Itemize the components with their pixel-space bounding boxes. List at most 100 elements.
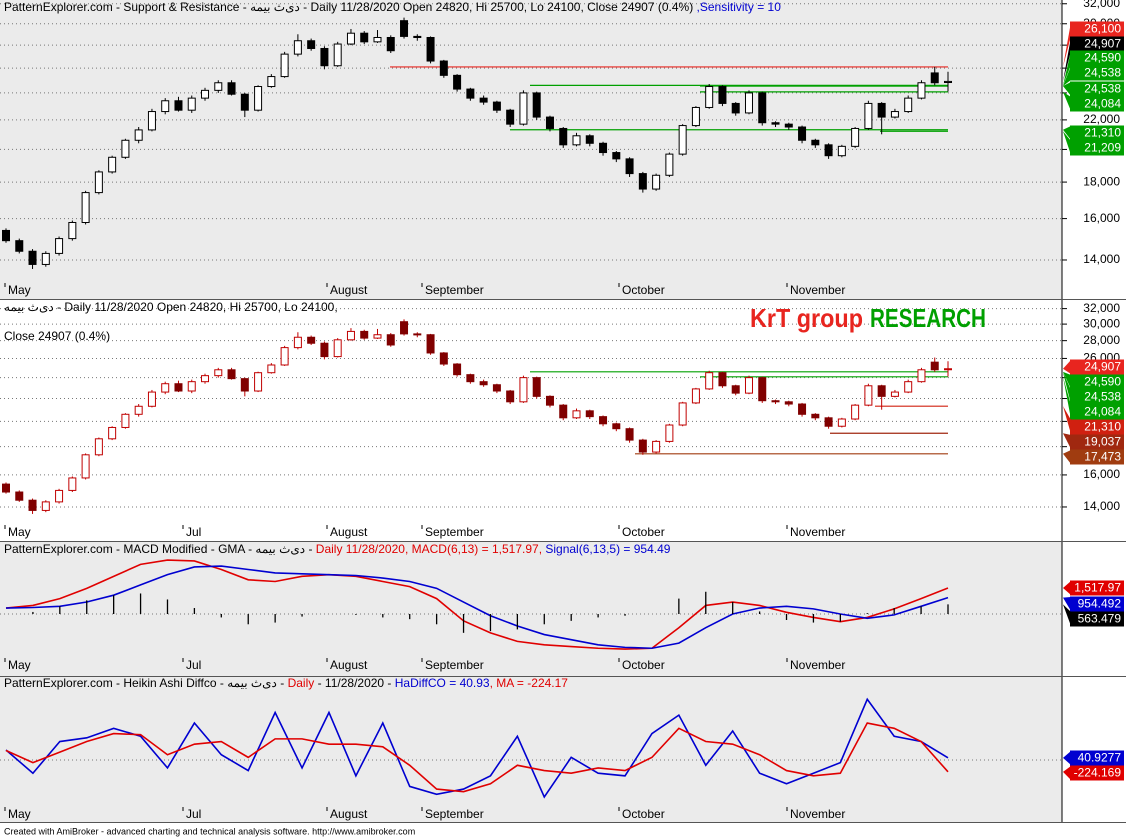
x-tick-label: May xyxy=(8,807,31,821)
value-tag-label: 563.479 xyxy=(1078,612,1122,626)
value-tag xyxy=(1070,140,1124,156)
value-pointer xyxy=(1063,360,1071,374)
value-tag-label: 21,310 xyxy=(1084,420,1121,434)
value-tag-label: 24,538 xyxy=(1084,82,1121,96)
candle-body xyxy=(625,158,634,175)
value-tag-label: 24,907 xyxy=(1084,360,1121,374)
candle-body xyxy=(705,86,714,108)
pane-title: PatternExplorer.com - Support & Resistan… xyxy=(4,0,781,14)
value-tag xyxy=(1070,21,1124,37)
candle-body xyxy=(68,221,77,240)
candle-body xyxy=(121,139,130,158)
value-pointer xyxy=(1063,82,1071,96)
pane-background xyxy=(0,677,1062,823)
value-pointer xyxy=(1063,371,1071,389)
value-pointer xyxy=(1063,766,1071,780)
value-pointer xyxy=(1063,131,1071,155)
candle-body xyxy=(386,334,395,346)
candle-body xyxy=(731,385,740,394)
title-part: HaDiffCO = 40.93 xyxy=(395,676,490,690)
candle-body xyxy=(307,336,316,344)
value-tag-label: 24,590 xyxy=(1084,51,1121,65)
candle-body xyxy=(121,413,130,428)
x-tick-label: Jul xyxy=(186,807,201,821)
candle-body xyxy=(585,135,594,144)
series-line xyxy=(5,697,949,799)
candle-body xyxy=(691,388,700,404)
candle-body xyxy=(930,361,939,371)
candle-body xyxy=(559,127,568,146)
value-tag xyxy=(1070,125,1124,141)
value-pointer xyxy=(1063,22,1071,67)
y-tick-label: 30,000 xyxy=(1083,316,1120,330)
value-pointer xyxy=(1063,91,1071,111)
value-tag-label: 19,037 xyxy=(1084,435,1121,449)
y-tick-label: 16,000 xyxy=(1083,467,1120,481)
candle-body xyxy=(373,36,382,43)
value-tag xyxy=(1070,434,1124,450)
pane-title: PatternExplorer.com - MACD Modified - GM… xyxy=(4,542,671,556)
value-tag xyxy=(1070,419,1124,435)
candle-body xyxy=(559,404,568,419)
candle-body xyxy=(904,97,913,113)
candle-body xyxy=(333,339,342,358)
value-pointer xyxy=(1063,406,1071,434)
candle-body xyxy=(426,36,435,62)
candle-body xyxy=(811,413,820,419)
candle-body xyxy=(479,97,488,103)
candle-body xyxy=(307,40,316,49)
candle-body xyxy=(214,82,223,91)
candle-body xyxy=(386,36,395,52)
x-tick-label: September xyxy=(425,807,484,821)
candle-body xyxy=(280,53,289,78)
candle-body xyxy=(400,321,409,335)
candle-body xyxy=(864,102,873,129)
candle-body xyxy=(346,330,355,341)
subtitle: Close 24907 (0.4%) xyxy=(4,329,110,343)
x-tick-label: September xyxy=(425,525,484,539)
pane-background xyxy=(0,542,1062,676)
y-tick-label: 28,000 xyxy=(1083,333,1120,347)
value-tag xyxy=(1070,580,1124,596)
candle-body xyxy=(413,35,422,38)
candle-body xyxy=(161,383,170,393)
candle-body xyxy=(638,439,647,453)
candle-body xyxy=(824,417,833,427)
candle-body xyxy=(479,381,488,386)
x-tick-label: Jul xyxy=(186,525,201,539)
value-tag xyxy=(1070,50,1124,66)
value-tag-label: 24,084 xyxy=(1084,97,1121,111)
candle-body xyxy=(890,111,899,118)
value-tag-label: 1,517.97 xyxy=(1074,581,1121,595)
value-pointer xyxy=(1063,751,1071,765)
candle-body xyxy=(426,334,435,354)
candle-body xyxy=(41,252,50,265)
candle-body xyxy=(147,391,156,407)
value-tag xyxy=(1070,611,1124,627)
title-part: دی‌ث بیمه - Daily 11/28/2020 Open 24820,… xyxy=(4,300,338,314)
candle-body xyxy=(28,499,37,511)
candle-body xyxy=(81,454,90,479)
candle-body xyxy=(519,377,528,403)
value-tag-label: 26,100 xyxy=(1084,22,1121,36)
footer: Created with AmiBroker - advanced charti… xyxy=(4,826,415,836)
candle-body xyxy=(837,418,846,427)
candle-body xyxy=(705,372,714,390)
candle-body xyxy=(187,97,196,111)
title-part: PatternExplorer.com - Support & Resistan… xyxy=(4,0,697,14)
candle-body xyxy=(28,250,37,265)
candle-body xyxy=(466,88,475,99)
candle-body xyxy=(466,374,475,383)
value-tag-label: 24,538 xyxy=(1084,66,1121,80)
candle-body xyxy=(15,240,24,252)
candle-body xyxy=(346,32,355,45)
candle-body xyxy=(15,491,24,501)
candle-body xyxy=(652,440,661,453)
title-part: PatternExplorer.com - Heikin Ashi Diffco… xyxy=(4,676,288,690)
value-tag xyxy=(1070,750,1124,766)
candle-body xyxy=(625,428,634,441)
candle-body xyxy=(360,330,369,339)
x-tick-label: October xyxy=(622,525,665,539)
candle-body xyxy=(41,501,50,511)
